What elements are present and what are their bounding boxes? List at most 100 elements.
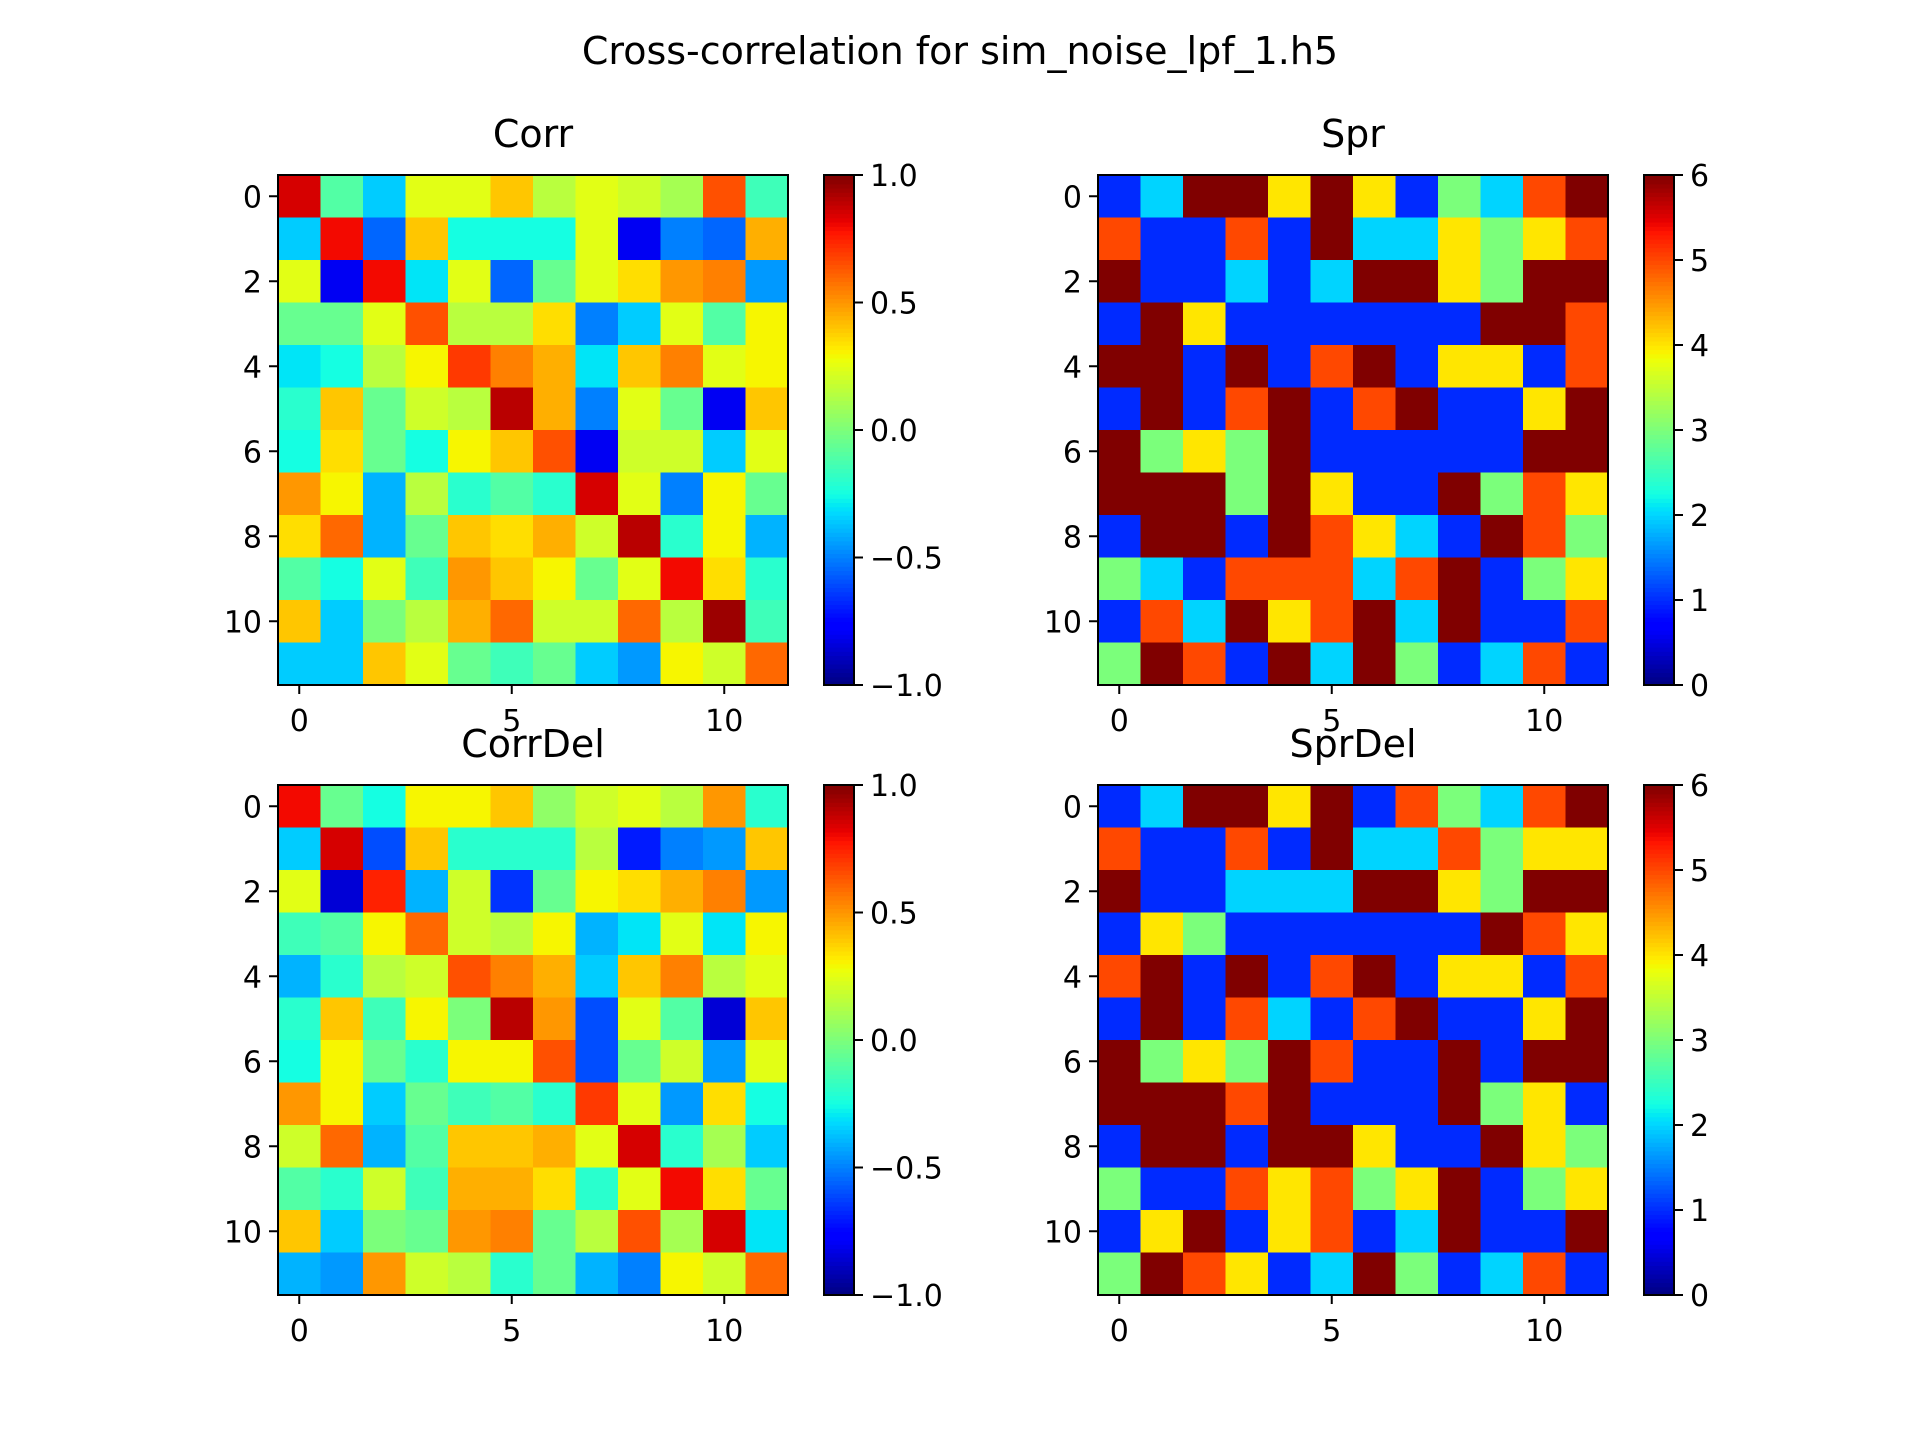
heatmap-cell — [363, 600, 407, 644]
heatmap-cell — [1523, 345, 1567, 389]
colorbar-segment — [1644, 870, 1674, 876]
colorbar-segment — [1644, 1261, 1674, 1267]
colorbar-segment — [1644, 634, 1674, 640]
colorbar-segment — [824, 899, 854, 905]
colorbar-segment — [824, 570, 854, 576]
heatmap-cell — [320, 302, 364, 346]
heatmap-cell — [448, 1167, 492, 1211]
colorbar-segment — [1644, 655, 1674, 661]
heatmap-cell — [405, 302, 449, 346]
colorbar-tick-label: 3 — [1690, 414, 1709, 449]
heatmap-cell — [320, 175, 364, 219]
heatmap-cell — [1225, 217, 1269, 261]
heatmap-cell — [660, 472, 704, 516]
heatmap-cell — [660, 1125, 704, 1169]
heatmap-cell — [703, 217, 747, 261]
colorbar-segment — [824, 187, 854, 193]
heatmap-cell — [405, 1125, 449, 1169]
colorbar-segment — [1644, 213, 1674, 219]
heatmap-cell — [660, 260, 704, 304]
heatmap-cell — [1098, 997, 1142, 1041]
heatmap-cell — [1565, 1210, 1609, 1254]
colorbar-segment — [824, 396, 854, 402]
heatmap-cell — [320, 785, 364, 829]
colorbar-segment — [824, 819, 854, 825]
y-tick-label: 4 — [1063, 350, 1082, 385]
heatmap-cell — [660, 997, 704, 1041]
heatmap-cell — [448, 1125, 492, 1169]
heatmap-cell — [1310, 345, 1354, 389]
heatmap-cell — [533, 515, 577, 559]
colorbar-segment — [824, 502, 854, 508]
colorbar-segment — [1644, 933, 1674, 939]
heatmap-cell — [1225, 260, 1269, 304]
colorbar-segment — [1644, 1269, 1674, 1275]
heatmap-cell — [575, 1082, 619, 1126]
heatmap-cell — [1310, 387, 1354, 431]
heatmap-cell — [1480, 175, 1524, 219]
colorbar-segment — [824, 1086, 854, 1092]
heatmap-cell — [745, 1167, 789, 1211]
colorbar-segment — [1644, 925, 1674, 931]
heatmap-cell — [1395, 997, 1439, 1041]
colorbar-segment — [1644, 806, 1674, 812]
colorbar-segment — [824, 362, 854, 368]
heatmap-cell — [1225, 430, 1269, 474]
colorbar-segment — [824, 243, 854, 249]
heatmap-cell — [1183, 217, 1227, 261]
heatmap-cell — [1183, 785, 1227, 829]
colorbar-segment — [824, 1184, 854, 1190]
heatmap-cell — [490, 302, 534, 346]
heatmap-cell — [660, 642, 704, 686]
colorbar-segment — [1644, 1095, 1674, 1101]
colorbar-segment — [824, 942, 854, 948]
heatmap-cell — [490, 515, 534, 559]
colorbar-segment — [824, 1006, 854, 1012]
heatmap-cell — [1565, 302, 1609, 346]
colorbar-segment — [824, 1095, 854, 1101]
colorbar-segment — [824, 366, 854, 372]
heatmap-cell — [1523, 955, 1567, 999]
heatmap-cell — [490, 260, 534, 304]
heatmap-cell — [1353, 515, 1397, 559]
heatmap-cell — [1225, 912, 1269, 956]
heatmap-cell — [320, 1125, 364, 1169]
heatmap-cell — [363, 260, 407, 304]
heatmap-cell — [575, 387, 619, 431]
heatmap-cell — [363, 1040, 407, 1084]
y-tick-label: 2 — [243, 265, 262, 300]
heatmap-cell — [1353, 472, 1397, 516]
heatmap-cell — [1140, 955, 1184, 999]
heatmap-cell — [320, 642, 364, 686]
y-tick-label: 6 — [243, 435, 262, 470]
heatmap-cell — [1268, 302, 1312, 346]
colorbar-segment — [1644, 400, 1674, 406]
heatmap-cell — [745, 1040, 789, 1084]
heatmap-cell — [1310, 430, 1354, 474]
heatmap-cell — [1140, 430, 1184, 474]
heatmap-cell — [1353, 345, 1397, 389]
heatmap-cell — [1523, 827, 1567, 871]
heatmap-cell — [1225, 175, 1269, 219]
y-tick-label: 10 — [224, 1215, 262, 1250]
heatmap-cell — [618, 557, 662, 601]
colorbar-segment — [824, 1031, 854, 1037]
heatmap-cell — [278, 997, 322, 1041]
heatmap-cell — [1268, 1125, 1312, 1169]
colorbar-segment — [824, 583, 854, 589]
colorbar-segment — [824, 1256, 854, 1262]
heatmap-cell — [405, 955, 449, 999]
colorbar-segment — [824, 527, 854, 533]
heatmap-cell — [660, 785, 704, 829]
colorbar-segment — [824, 1052, 854, 1058]
heatmap-cell — [1395, 1167, 1439, 1211]
heatmap-cell — [533, 912, 577, 956]
colorbar-segment — [824, 226, 854, 232]
heatmap-cell — [1523, 175, 1567, 219]
colorbar-segment — [824, 989, 854, 995]
heatmap-cell — [1098, 430, 1142, 474]
heatmap-cell — [660, 600, 704, 644]
heatmap-cell — [1438, 827, 1482, 871]
heatmap-cell — [660, 302, 704, 346]
colorbar-segment — [1644, 874, 1674, 880]
